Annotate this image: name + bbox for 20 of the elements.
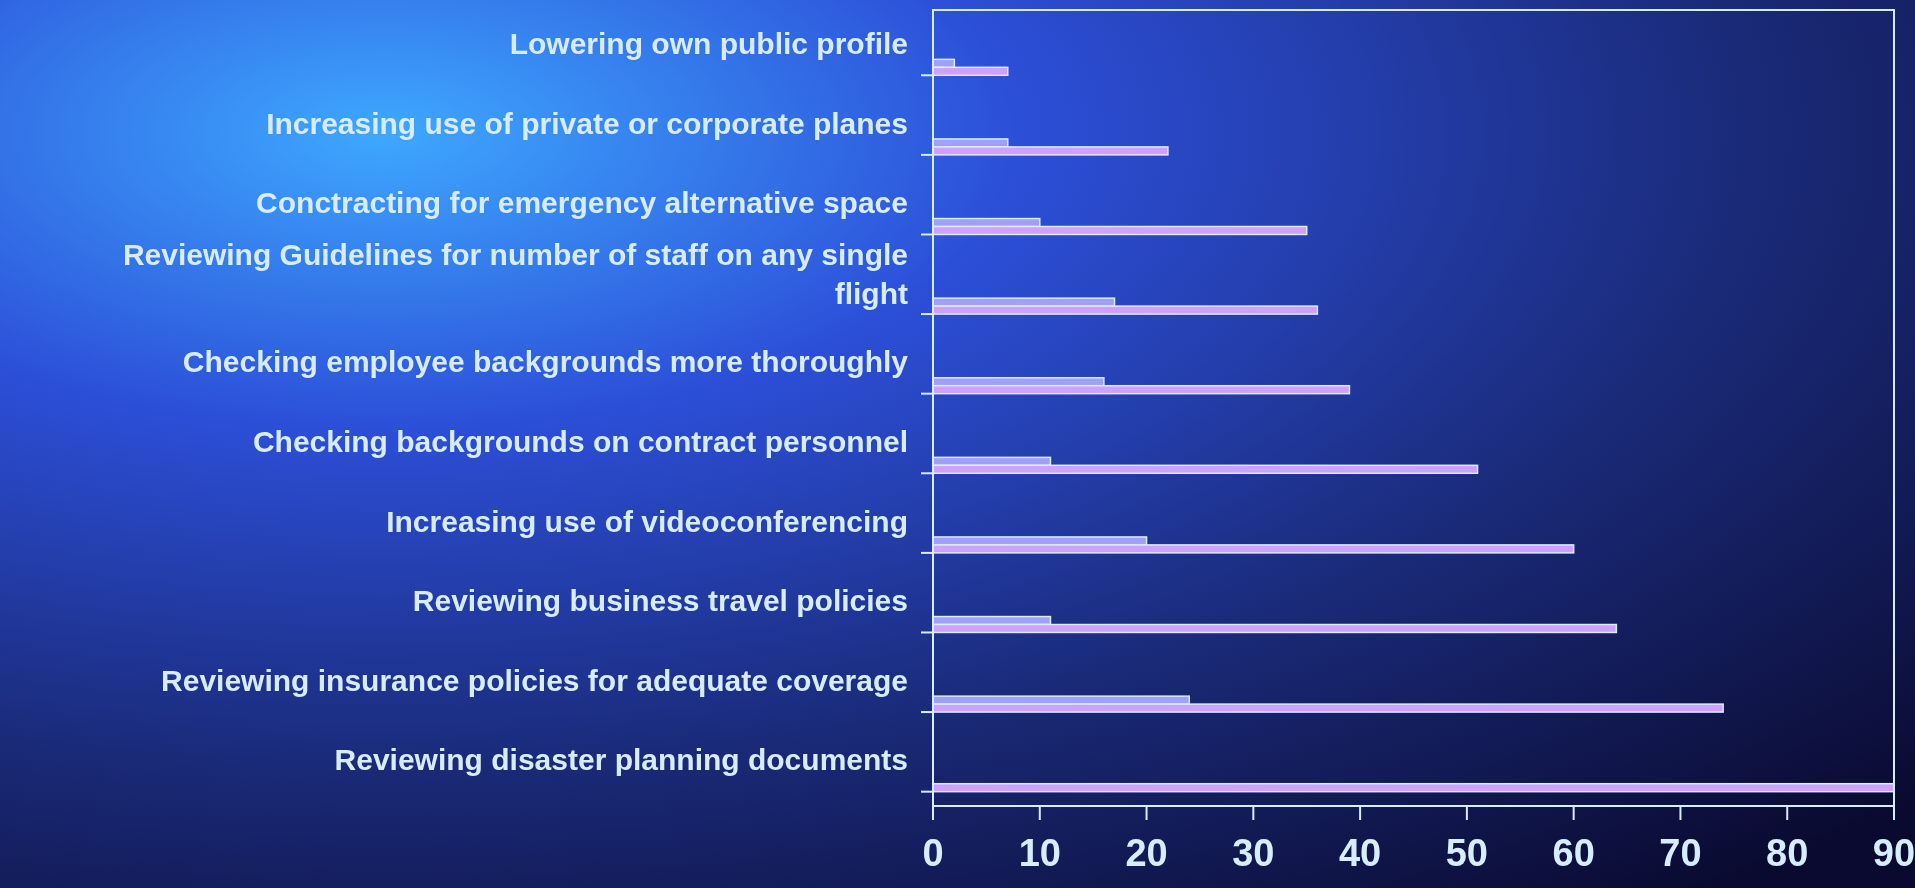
x-tick-label: 80	[1766, 832, 1809, 874]
y-tick-label: Reviewing Guidelines for number of staff on any single flight	[122, 238, 908, 311]
y-tick-label: Reviewing business travel policies	[412, 584, 908, 618]
y-tick-label: Reviewing insurance policies for adequate coverage	[161, 663, 908, 697]
x-tick-label: 60	[1552, 832, 1595, 874]
y-tick-label: Checking backgrounds on contract personnel	[252, 424, 908, 458]
x-tick-label: 70	[1659, 832, 1702, 874]
x-tick-label: 20	[1125, 832, 1168, 874]
y-tick-label: Lowering own public profile	[509, 26, 908, 60]
y-tick-label: Conctracting for emergency alternative space	[256, 186, 908, 220]
y-tick-label: Increasing use of private or corporate planes	[266, 106, 908, 140]
x-tick-label: 50	[1445, 832, 1489, 874]
y-tick-label: Increasing use of videoconferencing	[386, 504, 908, 538]
x-tick-label: 90	[1872, 832, 1915, 874]
x-tick-label: 40	[1338, 832, 1382, 874]
x-tick-label: 30	[1232, 832, 1275, 874]
y-tick-label: Reviewing disaster planning documents	[334, 743, 908, 777]
y-tick-label: Checking employee backgrounds more thoroughly	[182, 345, 909, 379]
x-tick-label: 10	[1018, 832, 1061, 874]
x-tick-label: 0	[922, 832, 944, 874]
